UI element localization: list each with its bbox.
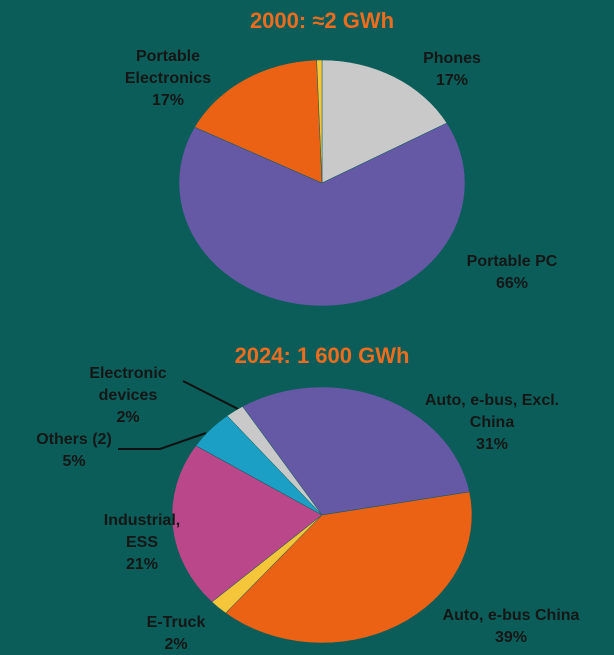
slice-label: Portable PC 66%	[447, 251, 577, 295]
slice-value: 66%	[495, 275, 529, 292]
pie-slice	[242, 386, 470, 516]
slice-value: 17%	[435, 72, 469, 89]
slice-value: 5%	[62, 453, 86, 470]
pie-slice	[316, 59, 323, 184]
slice-value: 21%	[125, 556, 159, 573]
chart-title: 2000: ≈2 GWh	[249, 8, 395, 33]
slice-label: Auto, e-bus, Excl. China 31%	[407, 390, 577, 456]
slice-label: Portable Electronics 17%	[108, 46, 228, 112]
slice-value: 17%	[151, 92, 185, 109]
chart-title: 2024: 1 600 GWh	[234, 343, 410, 368]
slice-label: E-Truck 2%	[126, 612, 226, 655]
slice-label: Others (2) 5%	[19, 429, 129, 473]
slice-value: 2%	[164, 636, 188, 653]
slice-label: Phones 17%	[392, 48, 512, 92]
pie-slice	[226, 406, 323, 516]
slice-value: 31%	[475, 436, 509, 453]
slice-name: Portable PC	[466, 253, 558, 270]
slice-name: Electronic devices	[89, 365, 167, 404]
slice-value: 2%	[116, 409, 140, 426]
slice-name: E-Truck	[146, 614, 206, 631]
leader-line	[118, 432, 207, 450]
slice-name: Portable Electronics	[124, 48, 212, 87]
slice-name: Auto, e-bus China	[442, 607, 580, 624]
slice-label: Industrial, ESS 21%	[87, 510, 197, 576]
pie-slice	[171, 445, 323, 603]
slice-label: Auto, e-bus China 39%	[406, 605, 614, 649]
pie-slice	[321, 59, 448, 184]
slice-value: 39%	[494, 629, 528, 646]
pie-slice	[178, 122, 466, 307]
leader-line	[182, 380, 243, 412]
pie-slice	[225, 491, 473, 644]
slice-name: Phones	[423, 50, 481, 67]
slice-label: Electronic devices 2%	[68, 363, 188, 429]
slice-name: Industrial, ESS	[103, 512, 181, 551]
slice-name: Auto, e-bus, Excl. China	[424, 392, 560, 431]
slice-name: Others (2)	[36, 431, 112, 448]
pie-slice	[194, 59, 323, 184]
